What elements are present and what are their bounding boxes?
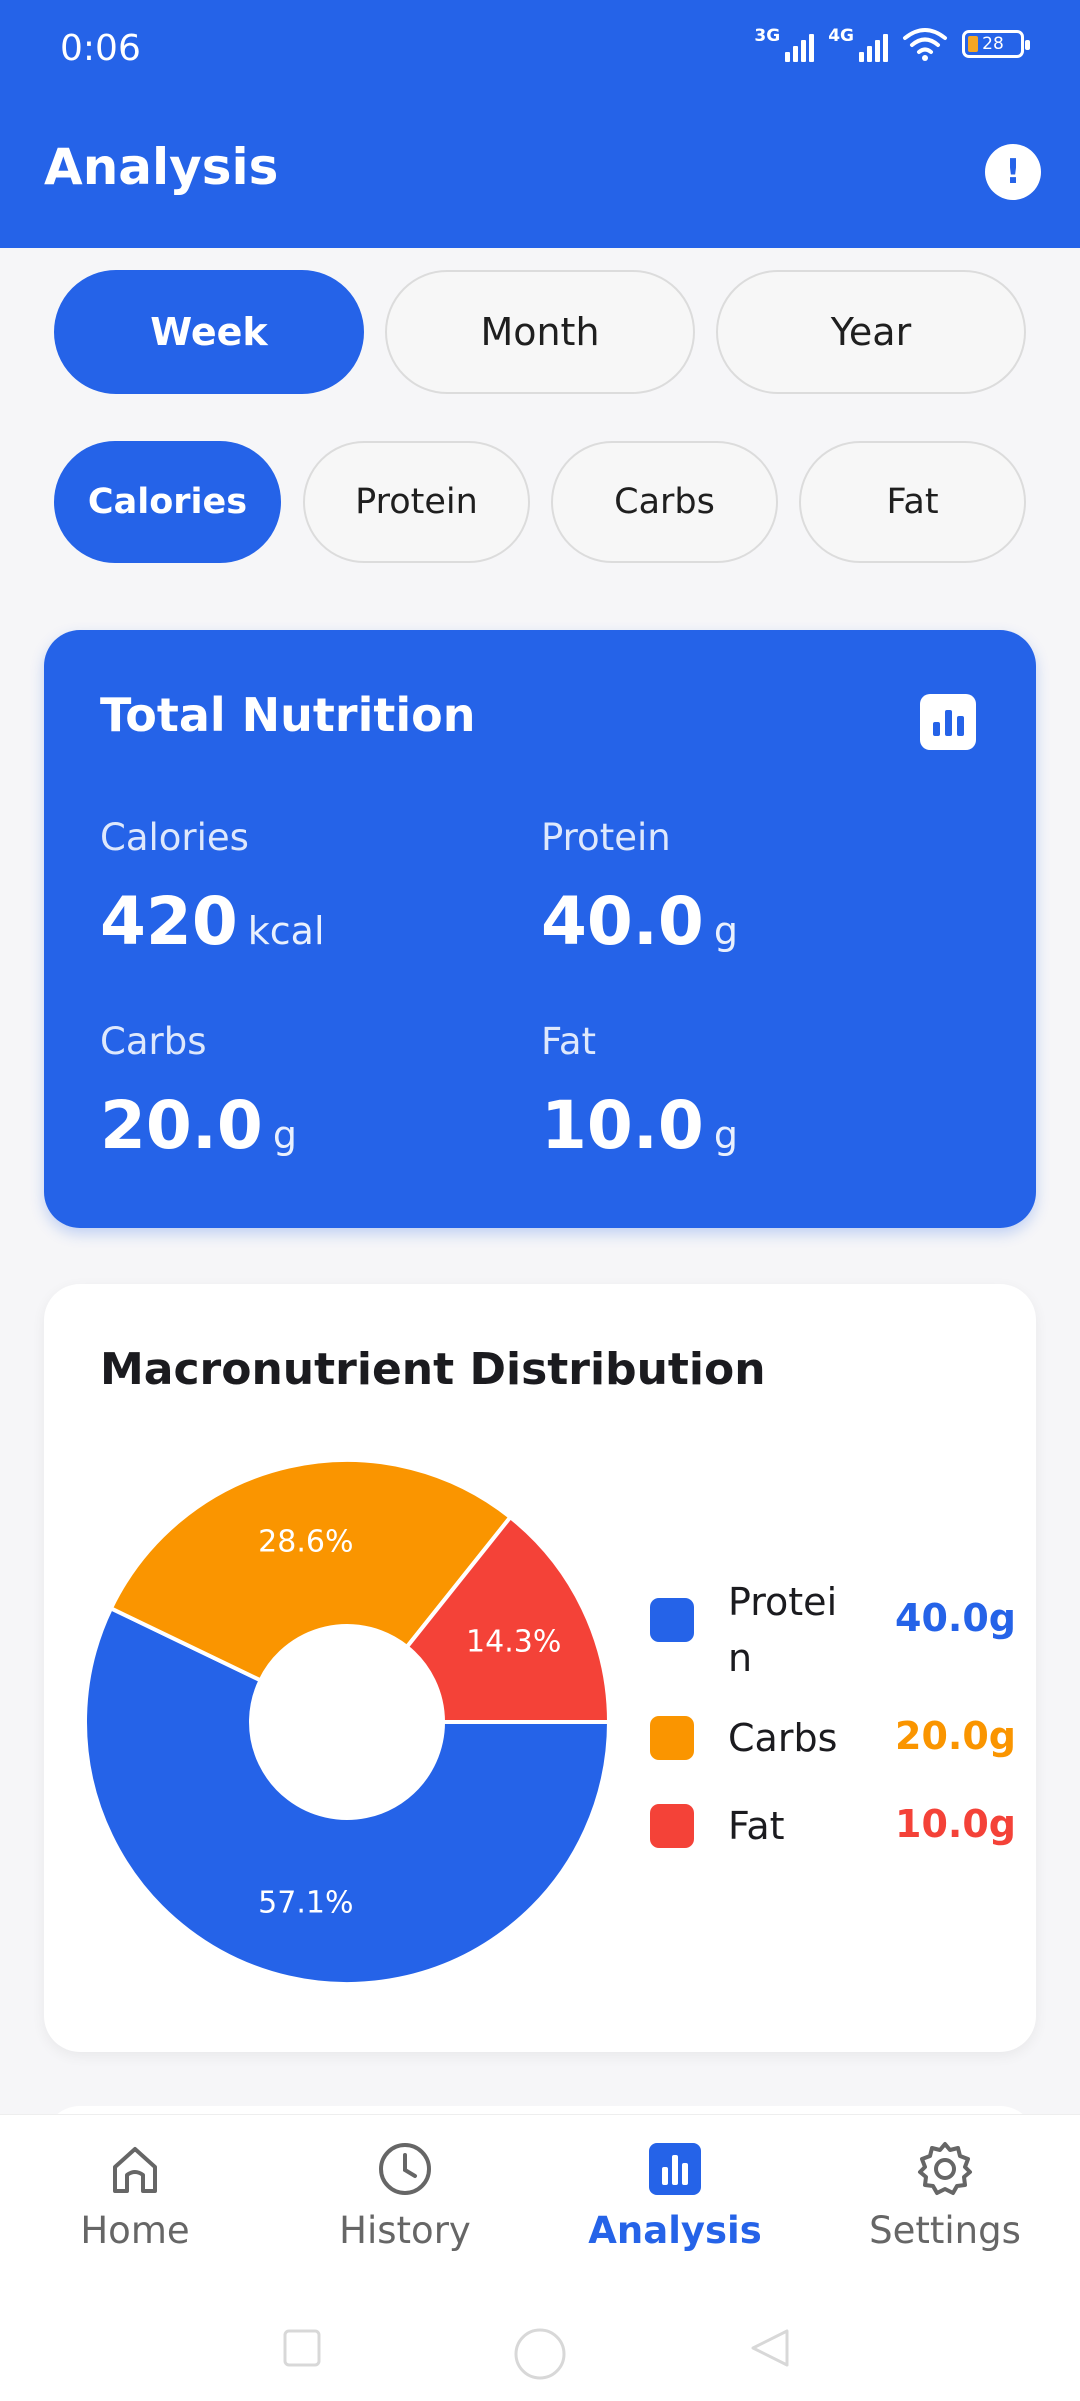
legend-swatch [650, 1716, 694, 1760]
info-button[interactable]: ! [985, 144, 1041, 200]
info-icon: ! [1005, 152, 1021, 192]
nav-settings[interactable]: Settings [845, 2137, 1045, 2252]
legend-item-fat: Fat 10.0g [650, 1802, 1016, 1848]
bottom-navigation: Home History Analysis Settings [0, 2114, 1080, 2401]
tab-year[interactable]: Year [716, 270, 1026, 394]
nav-home[interactable]: Home [35, 2137, 235, 2252]
legend-swatch [650, 1598, 694, 1642]
signal-3g-icon: 3G [754, 26, 815, 62]
nav-label: Settings [869, 2209, 1021, 2252]
donut-label-carbs: 28.6% [258, 1525, 353, 1560]
page-title: Analysis [44, 138, 279, 196]
donut-slice-carbs [108, 1458, 514, 1684]
card-title: Total Nutrition [100, 688, 476, 742]
stat-label: Carbs [100, 1020, 207, 1063]
stat-label: Protein [541, 816, 671, 859]
stat-value: 20.0 [100, 1087, 263, 1164]
legend-item-carbs: Carbs 20.0g [650, 1714, 1016, 1760]
status-time: 0:06 [60, 28, 141, 69]
network-type-label: 4G [828, 26, 854, 46]
app-header: 0:06 3G 4G 28 Analysis ! [0, 0, 1080, 248]
legend-name: Protei n [728, 1580, 838, 1680]
stat-value: 420 [100, 883, 238, 960]
donut-label-protein: 57.1% [258, 1885, 353, 1920]
macro-distribution-card: Macronutrient Distribution 57.1% 28.6% 14.… [44, 1284, 1036, 2052]
recent-apps-button[interactable] [280, 2326, 324, 2370]
nav-label: Analysis [588, 2209, 762, 2252]
stat-value: 40.0 [541, 883, 704, 960]
tab-fat[interactable]: Fat [799, 441, 1026, 563]
tab-calories[interactable]: Calories [54, 441, 281, 563]
legend-item-protein: Protei n 40.0g [650, 1580, 1016, 1680]
card-title: Macronutrient Distribution [100, 1344, 766, 1395]
stat-unit: g [272, 1113, 297, 1157]
clock-icon [373, 2137, 437, 2201]
stat-unit: g [713, 1113, 738, 1157]
donut-slice-protein [83, 1605, 612, 1986]
home-system-button[interactable] [512, 2326, 568, 2382]
stat-protein: Protein 40.0 g [541, 816, 738, 960]
wifi-icon [903, 28, 947, 61]
back-button[interactable] [748, 2326, 792, 2370]
tab-protein[interactable]: Protein [303, 441, 530, 563]
nav-label: Home [80, 2209, 190, 2252]
tab-month[interactable]: Month [385, 270, 695, 394]
legend-value: 40.0g [895, 1596, 1016, 1640]
legend-swatch [650, 1804, 694, 1848]
legend-name: Carbs [728, 1716, 838, 1760]
gear-icon [913, 2137, 977, 2201]
bar-chart-icon[interactable] [920, 694, 976, 750]
stat-carbs: Carbs 20.0 g [100, 1020, 297, 1164]
stat-label: Calories [100, 816, 249, 859]
battery-icon: 28 [962, 30, 1030, 58]
stat-label: Fat [541, 1020, 597, 1063]
stat-unit: g [713, 909, 738, 953]
stat-unit: kcal [247, 909, 325, 953]
battery-level: 28 [982, 34, 1004, 54]
nav-analysis[interactable]: Analysis [575, 2137, 775, 2252]
stat-fat: Fat 10.0 g [541, 1020, 738, 1164]
macro-donut-chart: 57.1% 28.6% 14.3% [83, 1458, 612, 1986]
network-type-label: 3G [754, 26, 781, 46]
total-nutrition-card: Total Nutrition Calories 420 kcal Protein… [44, 630, 1036, 1228]
status-icons: 3G 4G 28 [754, 26, 1030, 62]
donut-slice-fat [404, 1514, 612, 1724]
legend-value: 10.0g [895, 1802, 1016, 1846]
stat-calories: Calories 420 kcal [100, 816, 325, 960]
tab-carbs[interactable]: Carbs [551, 441, 778, 563]
nav-history[interactable]: History [305, 2137, 505, 2252]
nav-label: History [339, 2209, 471, 2252]
legend-name: Fat [728, 1804, 785, 1848]
home-icon [103, 2137, 167, 2201]
tab-week[interactable]: Week [54, 270, 364, 394]
signal-4g-icon: 4G [828, 26, 888, 62]
donut-label-fat: 14.3% [466, 1625, 561, 1660]
analytics-icon [643, 2137, 707, 2201]
stat-value: 10.0 [541, 1087, 704, 1164]
legend-value: 20.0g [895, 1714, 1016, 1758]
